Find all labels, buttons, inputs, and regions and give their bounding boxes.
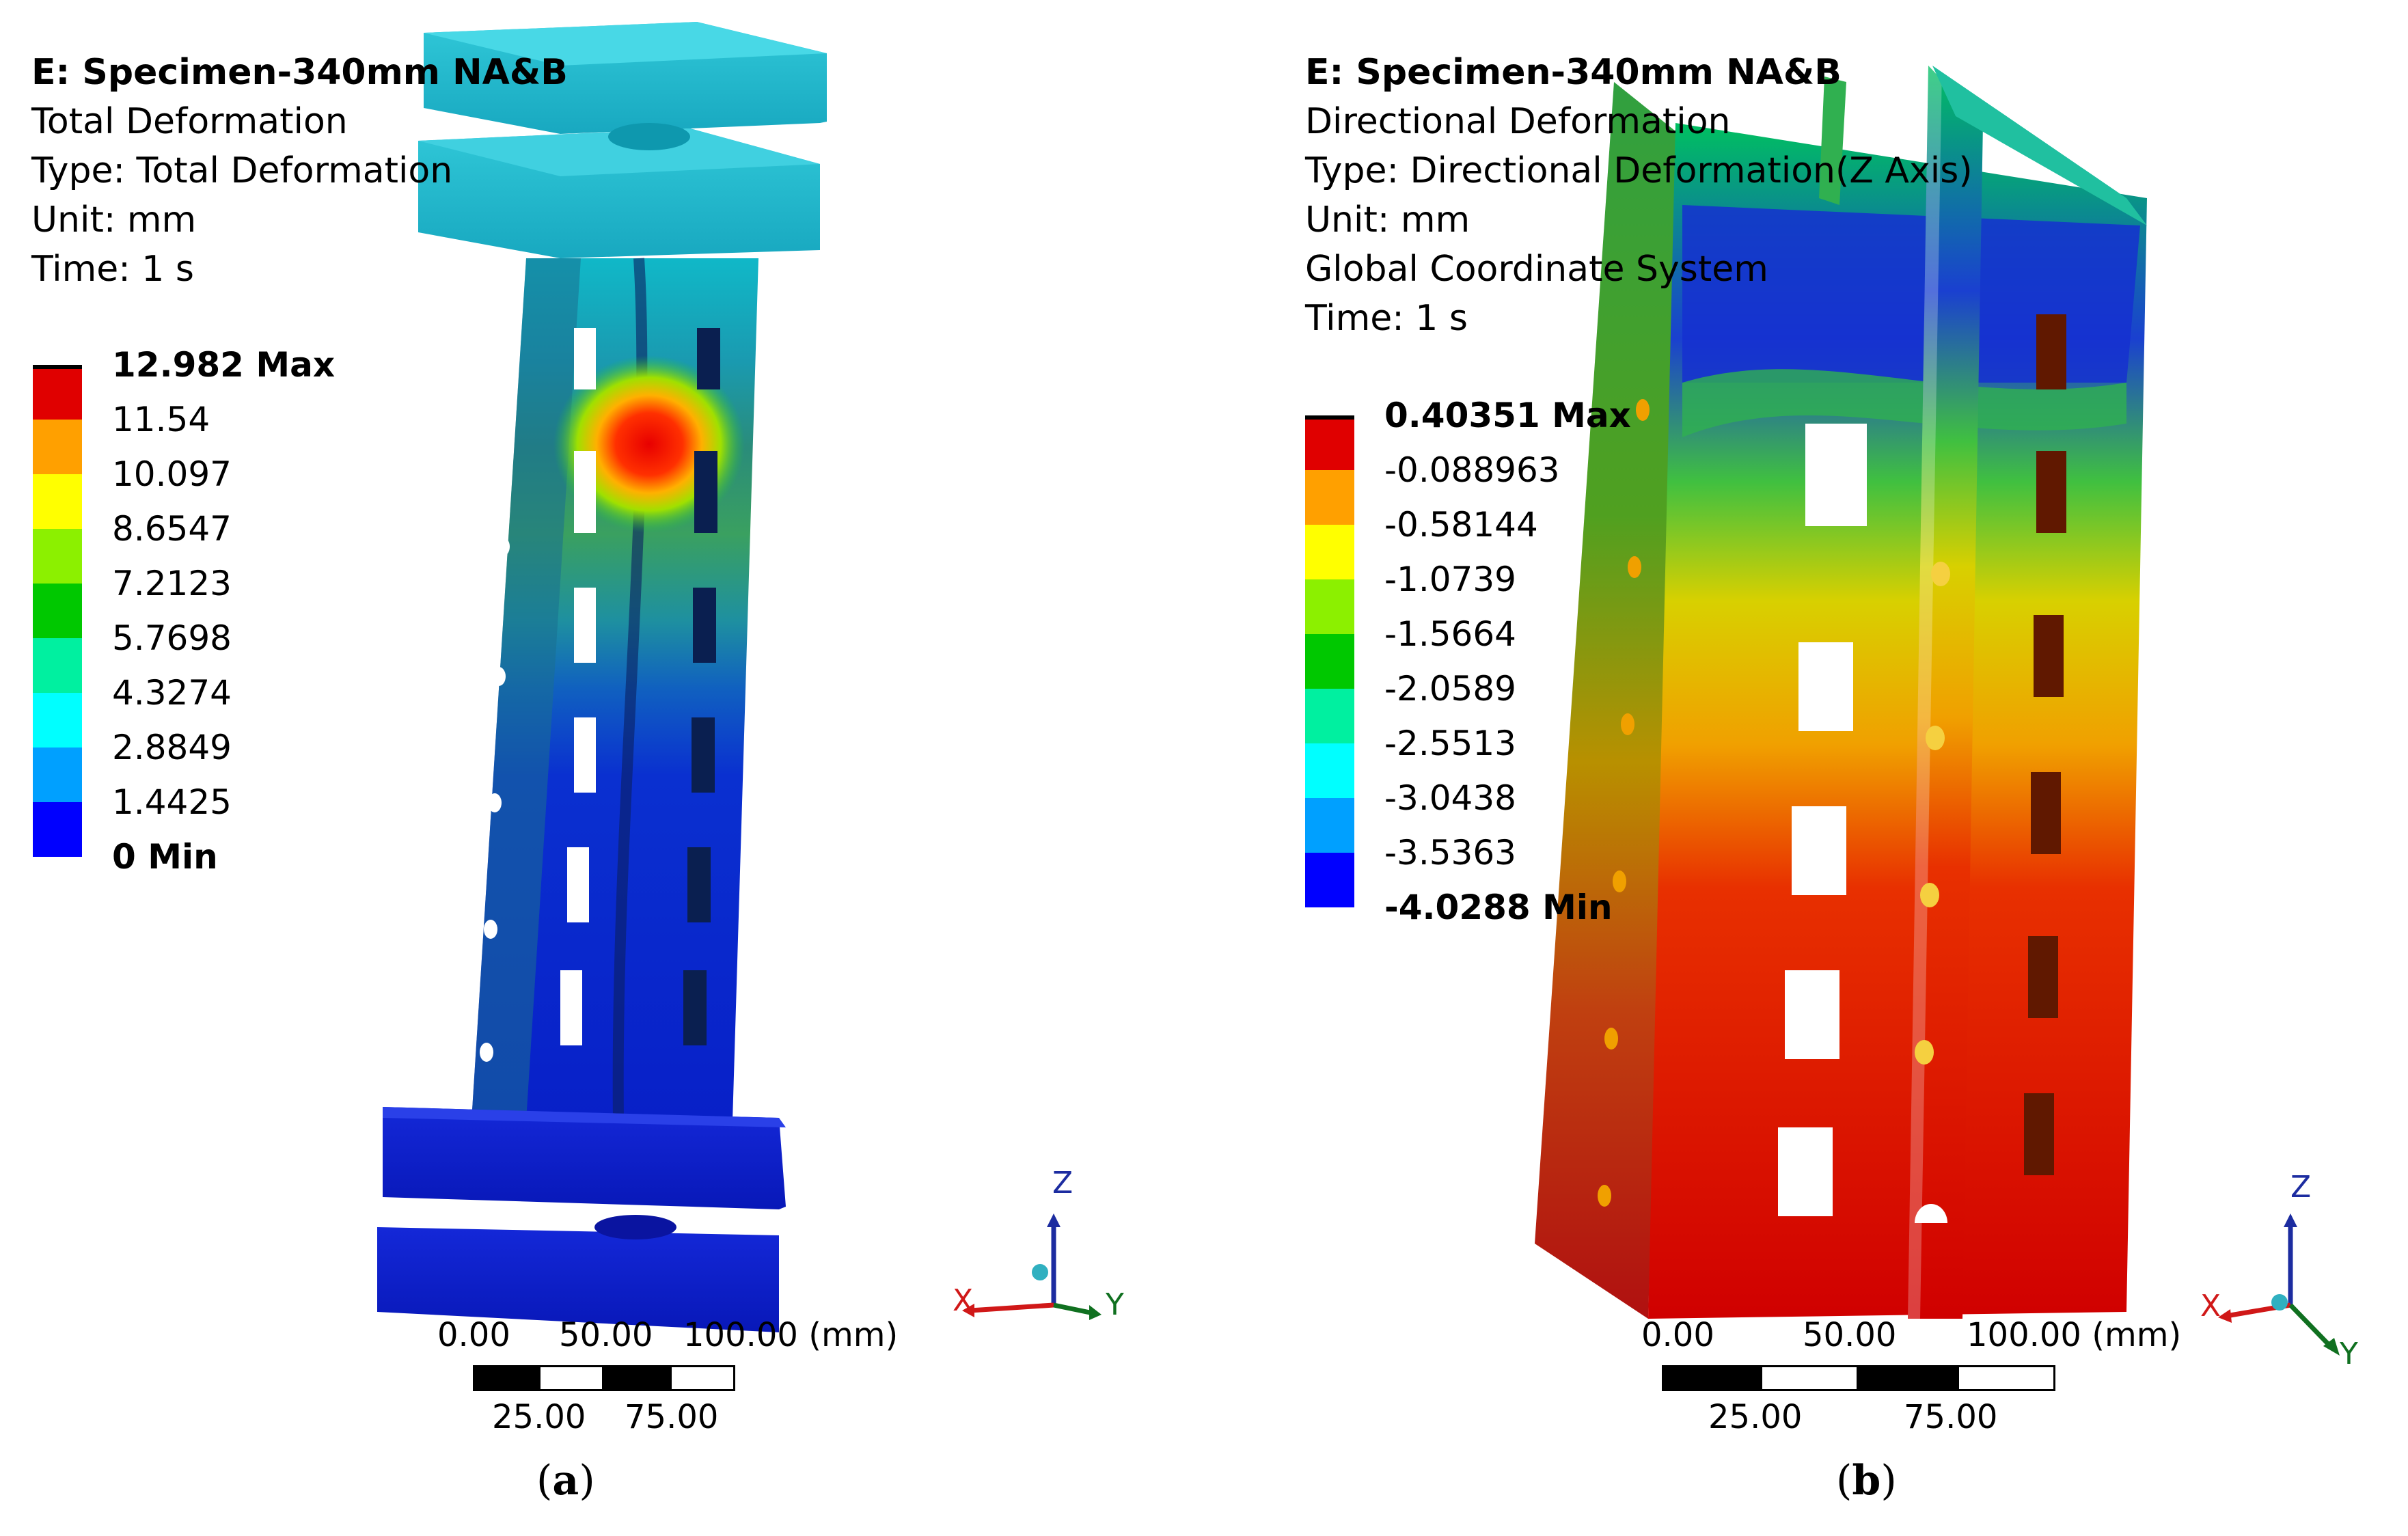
scale-bar-segment bbox=[670, 1365, 735, 1391]
caption-paren: ) bbox=[579, 1457, 595, 1505]
legend-value: -1.5664 bbox=[1384, 614, 1516, 654]
coordinate-system: Global Coordinate System bbox=[1305, 249, 1768, 290]
result-time: Time: 1 s bbox=[1305, 298, 1468, 339]
result-type: Type: Total Deformation bbox=[31, 150, 453, 191]
legend-value: -2.5513 bbox=[1384, 724, 1516, 763]
legend-min-label: 0 Min bbox=[112, 837, 218, 877]
legend-swatch bbox=[1305, 525, 1354, 579]
caption-paren: ) bbox=[1880, 1457, 1897, 1505]
scale-tick: 25.00 bbox=[1708, 1398, 1803, 1436]
scale-bar-segment bbox=[1662, 1365, 1760, 1391]
legend-value: 8.6547 bbox=[112, 509, 232, 549]
result-header: E: Specimen-340mm NA&B Directional Defor… bbox=[1305, 48, 1973, 343]
axis-label-x: X bbox=[2200, 1289, 2221, 1324]
axis-label-z: Z bbox=[1052, 1166, 1073, 1201]
scale-bar: 0.00 50.00 100.00 (mm) 25.00 75.00 bbox=[437, 1316, 902, 1453]
legend-value: 7.2123 bbox=[112, 564, 232, 603]
caption-letter: b bbox=[1852, 1457, 1881, 1505]
coordinate-triad: Z X Y bbox=[950, 1162, 1127, 1339]
scale-tick: 75.00 bbox=[625, 1398, 719, 1436]
axis-label-x: X bbox=[953, 1283, 974, 1318]
legend-min-label: -4.0288 Min bbox=[1384, 888, 1613, 927]
result-name: Total Deformation bbox=[31, 101, 348, 142]
scale-bar-segment bbox=[604, 1365, 670, 1391]
scale-tick: 100.00 (mm) bbox=[683, 1316, 899, 1354]
legend-swatch bbox=[33, 584, 82, 638]
analysis-title: E: Specimen-340mm NA&B bbox=[31, 52, 568, 93]
legend-value: -3.0438 bbox=[1384, 778, 1516, 818]
legend-max-label: 0.40351 Max bbox=[1384, 396, 1631, 435]
caption-paren: ( bbox=[1836, 1457, 1852, 1505]
legend-swatch bbox=[33, 638, 82, 693]
legend-swatch bbox=[1305, 798, 1354, 853]
caption-letter: a bbox=[552, 1457, 579, 1505]
legend-swatch bbox=[1305, 415, 1354, 470]
legend-value: 11.54 bbox=[112, 400, 210, 439]
legend-swatch bbox=[33, 420, 82, 474]
legend-swatch bbox=[33, 802, 82, 857]
legend-max-label: 12.982 Max bbox=[112, 345, 336, 385]
scale-tick: 50.00 bbox=[559, 1316, 653, 1354]
figure-caption: (b) bbox=[1836, 1457, 1897, 1505]
axis-label-y: Y bbox=[1106, 1287, 1124, 1322]
legend-value: 5.7698 bbox=[112, 618, 232, 658]
legend-swatch bbox=[1305, 689, 1354, 743]
caption-paren: ( bbox=[536, 1457, 553, 1505]
legend-value: 4.3274 bbox=[112, 673, 232, 713]
result-unit: Unit: mm bbox=[31, 200, 197, 241]
legend-swatch bbox=[33, 365, 82, 420]
legend-value: -0.58144 bbox=[1384, 505, 1538, 545]
legend-swatch bbox=[1305, 743, 1354, 798]
result-name: Directional Deformation bbox=[1305, 101, 1731, 142]
scale-bar-segment bbox=[538, 1365, 604, 1391]
scale-bar-segment bbox=[1859, 1365, 1957, 1391]
scale-tick: 50.00 bbox=[1803, 1316, 1897, 1354]
figure-caption: (a) bbox=[536, 1457, 595, 1505]
panel-a: E: Specimen-340mm NA&B Total Deformation… bbox=[31, 22, 1127, 1505]
scale-bar: 0.00 50.00 100.00 (mm) 25.00 75.00 bbox=[1641, 1316, 2229, 1453]
result-unit: Unit: mm bbox=[1305, 200, 1470, 241]
scale-tick: 25.00 bbox=[492, 1398, 586, 1436]
scale-tick: 0.00 bbox=[437, 1316, 510, 1354]
result-type: Type: Directional Deformation(Z Axis) bbox=[1305, 150, 1973, 191]
legend-swatch bbox=[33, 748, 82, 802]
legend-swatch bbox=[33, 693, 82, 748]
legend-swatch bbox=[1305, 470, 1354, 525]
legend-value: -2.0589 bbox=[1384, 669, 1516, 709]
result-time: Time: 1 s bbox=[31, 249, 195, 290]
legend-value: 10.097 bbox=[112, 454, 232, 494]
legend-swatch bbox=[1305, 579, 1354, 634]
legend-value: -3.5363 bbox=[1384, 833, 1516, 873]
scale-tick: 0.00 bbox=[1641, 1316, 1714, 1354]
specimen-model-total-deformation bbox=[377, 22, 827, 1332]
scale-tick: 75.00 bbox=[1904, 1398, 1998, 1436]
coordinate-triad: Z X Y bbox=[2200, 1170, 2386, 1380]
legend-swatch bbox=[1305, 853, 1354, 907]
legend-value: -0.088963 bbox=[1384, 450, 1560, 490]
legend-value: -1.0739 bbox=[1384, 560, 1516, 599]
analysis-title: E: Specimen-340mm NA&B bbox=[1305, 52, 1842, 93]
legend-value: 1.4425 bbox=[112, 782, 232, 822]
scale-bar-segment bbox=[1957, 1365, 2055, 1391]
axis-triad-icon bbox=[2218, 1213, 2340, 1356]
axis-label-z: Z bbox=[2290, 1170, 2312, 1205]
specimen-model-directional-deformation bbox=[1535, 66, 2147, 1319]
scale-bar-segment bbox=[473, 1365, 538, 1391]
legend-swatch bbox=[33, 529, 82, 584]
legend-value: 2.8849 bbox=[112, 728, 232, 767]
legend-swatch bbox=[1305, 634, 1354, 689]
scale-tick: 100.00 (mm) bbox=[1967, 1316, 2182, 1354]
legend-swatch bbox=[33, 474, 82, 529]
panel-b: E: Specimen-340mm NA&B Directional Defor… bbox=[1204, 0, 2408, 1536]
axis-triad-icon bbox=[962, 1213, 1102, 1320]
axis-label-y: Y bbox=[2340, 1336, 2358, 1371]
result-header: E: Specimen-340mm NA&B Total Deformation… bbox=[31, 48, 568, 294]
scale-bar-segment bbox=[1760, 1365, 1859, 1391]
